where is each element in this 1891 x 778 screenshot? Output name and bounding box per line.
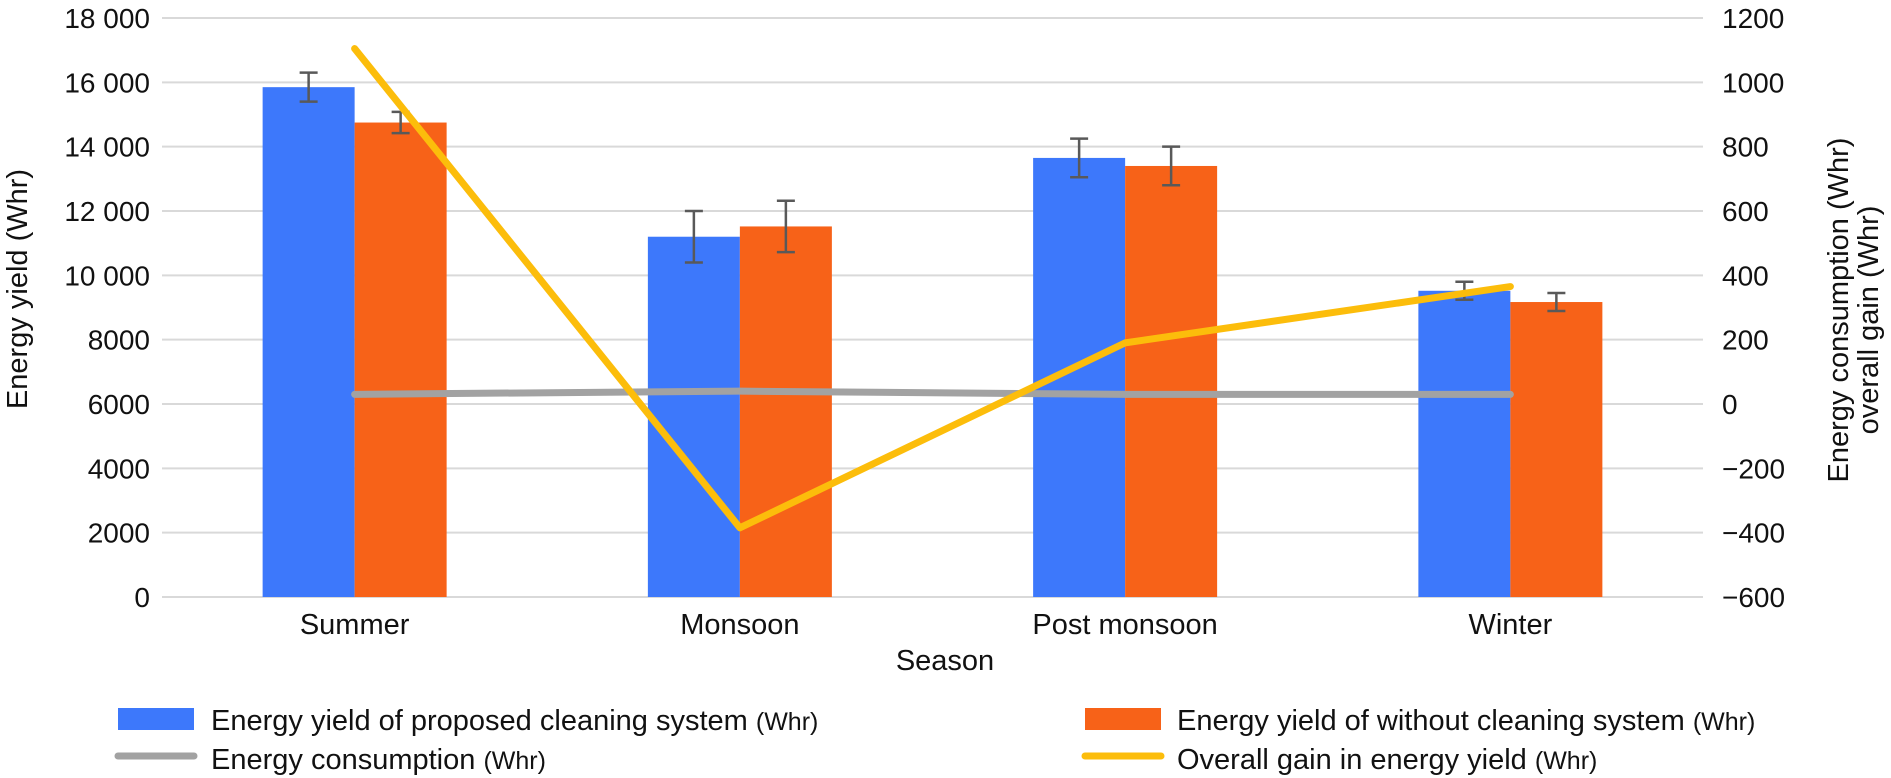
x-axis-categories: Summer Monsoon Post monsoon Winter — [300, 609, 1553, 641]
bar — [1125, 165, 1218, 597]
y-tick-label: 0 — [134, 582, 150, 613]
bar — [1418, 290, 1511, 597]
y-axis-ticks: 0 2000 4000 6000 8000 10 000 12 000 14 000 16 00… — [64, 3, 150, 613]
y-tick-label: 12 000 — [64, 196, 150, 227]
legend-swatch-without — [1085, 708, 1161, 730]
y2-tick-label: 200 — [1722, 325, 1769, 356]
consumption-line — [351, 387, 1514, 398]
y-tick-label: 14 000 — [64, 132, 150, 163]
x-category-label: Post monsoon — [1032, 609, 1217, 641]
y2-tick-label: −600 — [1722, 582, 1785, 613]
y2-tick-label: 1000 — [1722, 67, 1784, 98]
legend-label-gain: Overall gain in energy yield (Whr) — [1177, 744, 1597, 776]
legend: Energy yield of proposed cleaning system… — [114, 705, 1755, 776]
y2-tick-label: 1200 — [1722, 3, 1784, 34]
gain-line — [351, 45, 1514, 532]
bar — [1510, 302, 1603, 597]
legend-label-consumption: Energy consumption (Whr) — [211, 744, 546, 776]
x-axis-title: Season — [896, 645, 994, 677]
y-tick-label: 2000 — [88, 518, 150, 549]
y-tick-label: 8000 — [88, 325, 150, 356]
y2-tick-label: −400 — [1722, 518, 1785, 549]
y2-tick-label: −200 — [1722, 453, 1785, 484]
y-tick-label: 16 000 — [64, 67, 150, 98]
bar — [739, 226, 832, 597]
bars — [262, 87, 1603, 598]
y2-tick-label: 800 — [1722, 132, 1769, 163]
x-category-label: Summer — [300, 609, 410, 641]
bar — [647, 236, 740, 597]
y2-axis-ticks: −600 −400 −200 0 200 400 600 800 1000 1200 — [1722, 3, 1785, 613]
lines — [351, 45, 1514, 532]
y-tick-label: 10 000 — [64, 260, 150, 291]
x-category-label: Winter — [1468, 609, 1552, 641]
y2-axis-title-line1: Energy consumption (Whr) — [1823, 138, 1855, 483]
y2-tick-label: 600 — [1722, 196, 1769, 227]
y-axis-title: Energy yield (Whr) — [2, 169, 34, 409]
legend-label-without: Energy yield of without cleaning system … — [1177, 705, 1755, 737]
bar — [354, 122, 447, 598]
x-category-label: Monsoon — [680, 609, 799, 641]
y-tick-label: 4000 — [88, 453, 150, 484]
legend-label-proposed: Energy yield of proposed cleaning system… — [211, 705, 818, 737]
bar — [262, 87, 355, 598]
y2-tick-label: 400 — [1722, 260, 1769, 291]
y-tick-label: 6000 — [88, 389, 150, 420]
y-tick-label: 18 000 — [64, 3, 150, 34]
y2-axis-title-line2: overall gain (Whr) — [1853, 206, 1885, 435]
y2-tick-label: 0 — [1722, 389, 1738, 420]
legend-swatch-proposed — [118, 708, 194, 730]
